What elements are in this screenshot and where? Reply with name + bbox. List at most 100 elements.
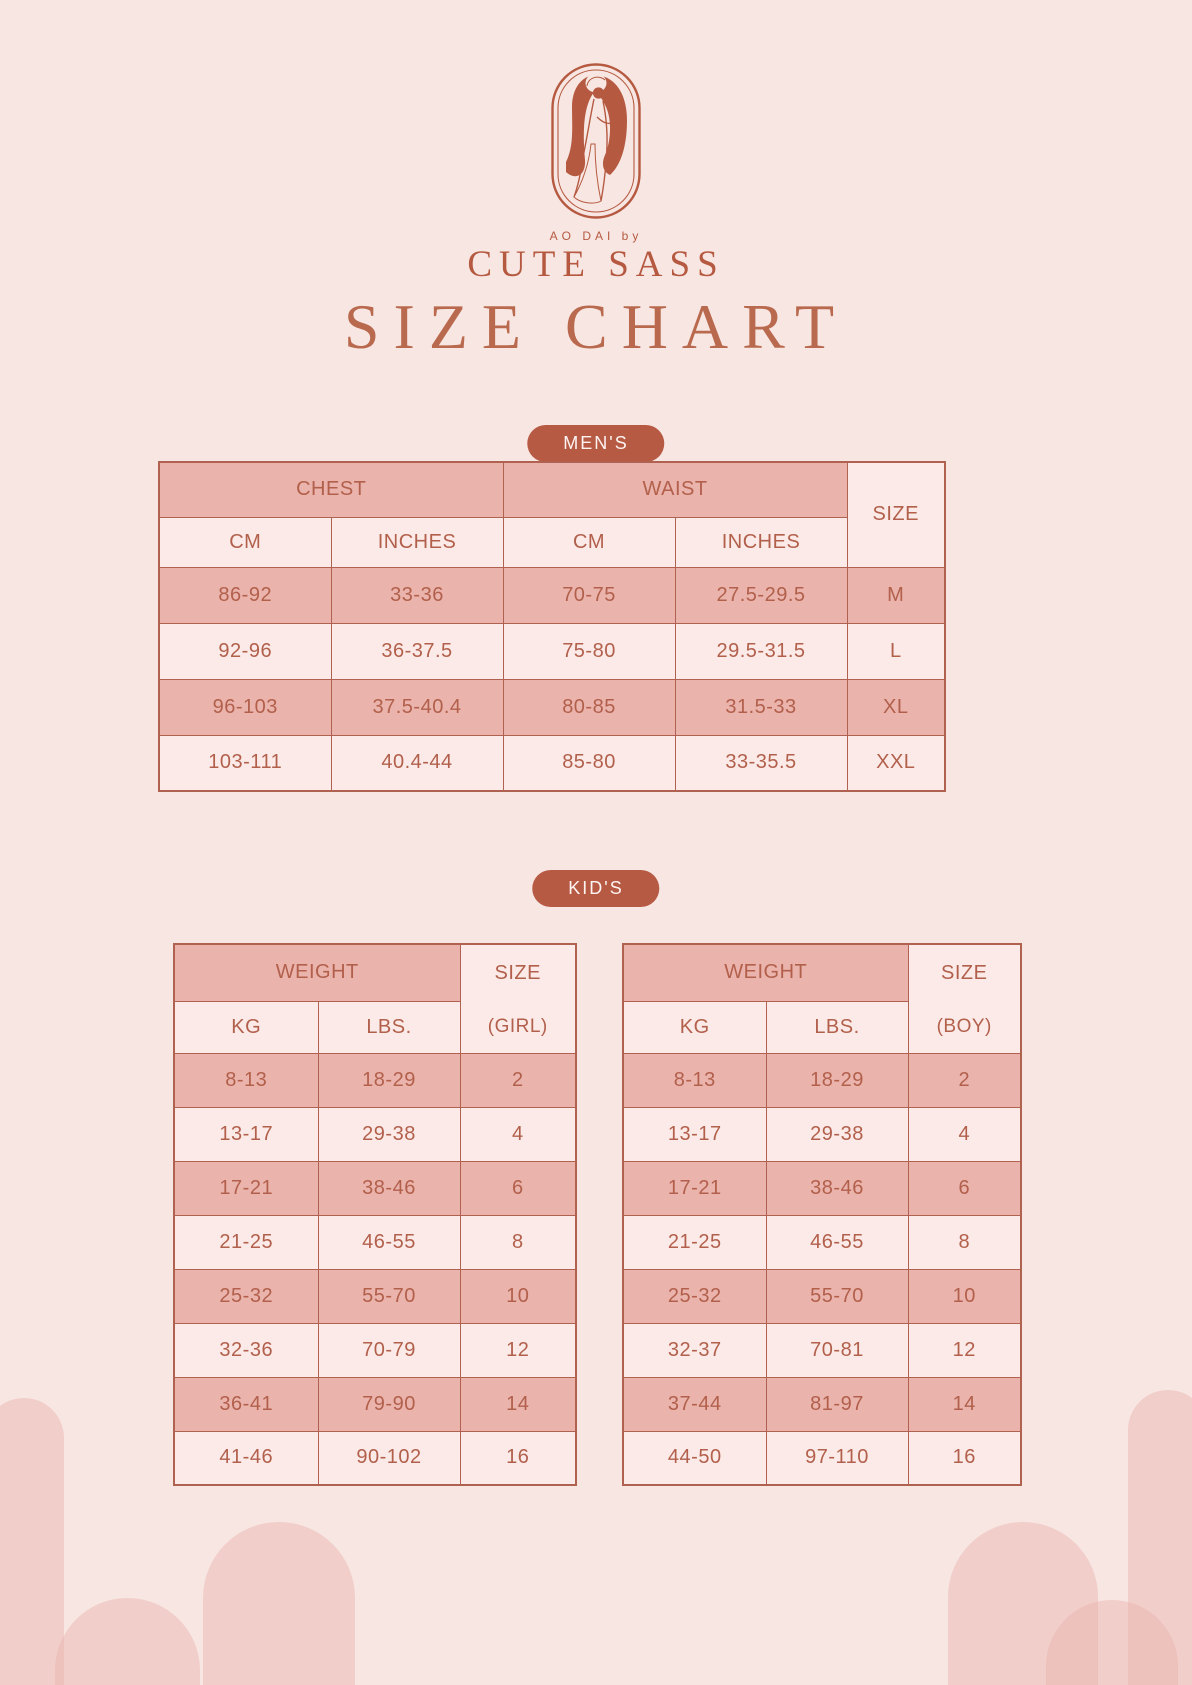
mens-chest-header: CHEST bbox=[158, 461, 504, 518]
arch-decoration bbox=[0, 1398, 64, 1685]
table-cell: 86-92 bbox=[158, 566, 332, 624]
table-cell: 96-103 bbox=[158, 678, 332, 736]
boys-size-header: SIZE (BOY) bbox=[907, 943, 1022, 1054]
arch-decoration bbox=[203, 1522, 355, 1685]
arch-decoration bbox=[55, 1598, 200, 1685]
size-cell: 12 bbox=[907, 1322, 1022, 1378]
table-cell: 13-17 bbox=[173, 1106, 319, 1162]
table-cell: 41-46 bbox=[173, 1430, 319, 1486]
table-cell: 29-38 bbox=[317, 1106, 461, 1162]
size-cell: XXL bbox=[846, 734, 946, 792]
table-cell: 55-70 bbox=[765, 1268, 909, 1324]
table-cell: 18-29 bbox=[765, 1052, 909, 1108]
size-cell: 8 bbox=[459, 1214, 577, 1270]
table-cell: 70-79 bbox=[317, 1322, 461, 1378]
table-cell: 40.4-44 bbox=[330, 734, 504, 792]
girl-label: (GIRL) bbox=[487, 1016, 548, 1038]
table-cell: 33-36 bbox=[330, 566, 504, 624]
table-cell: 36-41 bbox=[173, 1376, 319, 1432]
size-cell: 4 bbox=[459, 1106, 577, 1162]
size-cell: 8 bbox=[907, 1214, 1022, 1270]
table-cell: 27.5-29.5 bbox=[674, 566, 848, 624]
size-label: SIZE bbox=[494, 962, 541, 985]
table-cell: 81-97 bbox=[765, 1376, 909, 1432]
table-cell: 38-46 bbox=[317, 1160, 461, 1216]
girls-kg-header: KG bbox=[173, 1000, 319, 1054]
size-cell: 6 bbox=[459, 1160, 577, 1216]
mens-size-table: CHEST WAIST SIZE CM INCHES CM INCHES 86-… bbox=[158, 461, 947, 792]
table-cell: 32-37 bbox=[622, 1322, 767, 1378]
size-cell: 4 bbox=[907, 1106, 1022, 1162]
table-cell: 55-70 bbox=[317, 1268, 461, 1324]
table-cell: 37.5-40.4 bbox=[330, 678, 504, 736]
table-cell: 25-32 bbox=[173, 1268, 319, 1324]
size-cell: 10 bbox=[459, 1268, 577, 1324]
size-cell: 14 bbox=[907, 1376, 1022, 1432]
girls-size-table: WEIGHT SIZE (GIRL) KG LBS. 8-13 18-29 2 … bbox=[173, 943, 577, 1486]
table-cell: 97-110 bbox=[765, 1430, 909, 1486]
boys-kg-header: KG bbox=[622, 1000, 767, 1054]
size-cell: XL bbox=[846, 678, 946, 736]
mens-size-header: SIZE bbox=[846, 461, 946, 568]
table-cell: 70-75 bbox=[502, 566, 676, 624]
boys-lbs-header: LBS. bbox=[765, 1000, 909, 1054]
size-cell: 2 bbox=[459, 1052, 577, 1108]
brand-logo bbox=[0, 62, 1192, 225]
table-cell: 75-80 bbox=[502, 622, 676, 680]
table-cell: 33-35.5 bbox=[674, 734, 848, 792]
mens-waist-inches-header: INCHES bbox=[674, 516, 848, 568]
table-cell: 29-38 bbox=[765, 1106, 909, 1162]
table-cell: 8-13 bbox=[173, 1052, 319, 1108]
boy-label: (BOY) bbox=[936, 1016, 992, 1038]
girls-size-header: SIZE (GIRL) bbox=[459, 943, 577, 1054]
table-cell: 21-25 bbox=[173, 1214, 319, 1270]
mens-badge: MEN'S bbox=[527, 425, 665, 462]
table-cell: 8-13 bbox=[622, 1052, 767, 1108]
table-cell: 17-21 bbox=[622, 1160, 767, 1216]
table-cell: 37-44 bbox=[622, 1376, 767, 1432]
girls-weight-header: WEIGHT bbox=[173, 943, 461, 1002]
size-cell: 16 bbox=[459, 1430, 577, 1486]
table-cell: 92-96 bbox=[158, 622, 332, 680]
brand-subtitle: AO DAI by bbox=[549, 229, 643, 243]
table-cell: 79-90 bbox=[317, 1376, 461, 1432]
table-cell: 25-32 bbox=[622, 1268, 767, 1324]
mens-chest-cm-header: CM bbox=[158, 516, 332, 568]
size-cell: 12 bbox=[459, 1322, 577, 1378]
ao-dai-woman-icon bbox=[551, 63, 641, 219]
size-cell: M bbox=[846, 566, 946, 624]
boys-weight-header: WEIGHT bbox=[622, 943, 909, 1002]
table-cell: 46-55 bbox=[317, 1214, 461, 1270]
girls-lbs-header: LBS. bbox=[317, 1000, 461, 1054]
size-cell: 6 bbox=[907, 1160, 1022, 1216]
kids-badge: KID'S bbox=[532, 870, 660, 907]
table-cell: 44-50 bbox=[622, 1430, 767, 1486]
table-cell: 38-46 bbox=[765, 1160, 909, 1216]
page-title: SIZE CHART bbox=[343, 291, 849, 362]
mens-waist-header: WAIST bbox=[502, 461, 848, 518]
table-cell: 17-21 bbox=[173, 1160, 319, 1216]
boys-size-table: WEIGHT SIZE (BOY) KG LBS. 8-13 18-29 2 1… bbox=[622, 943, 1022, 1486]
table-cell: 29.5-31.5 bbox=[674, 622, 848, 680]
table-cell: 103-111 bbox=[158, 734, 332, 792]
size-cell: L bbox=[846, 622, 946, 680]
table-cell: 21-25 bbox=[622, 1214, 767, 1270]
table-cell: 85-80 bbox=[502, 734, 676, 792]
table-cell: 32-36 bbox=[173, 1322, 319, 1378]
size-cell: 16 bbox=[907, 1430, 1022, 1486]
size-cell: 10 bbox=[907, 1268, 1022, 1324]
size-cell: 2 bbox=[907, 1052, 1022, 1108]
brand-name: CUTE SASS bbox=[467, 244, 725, 285]
mens-chest-inches-header: INCHES bbox=[330, 516, 504, 568]
table-cell: 18-29 bbox=[317, 1052, 461, 1108]
size-cell: 14 bbox=[459, 1376, 577, 1432]
table-cell: 80-85 bbox=[502, 678, 676, 736]
table-cell: 46-55 bbox=[765, 1214, 909, 1270]
table-cell: 70-81 bbox=[765, 1322, 909, 1378]
table-cell: 13-17 bbox=[622, 1106, 767, 1162]
table-cell: 36-37.5 bbox=[330, 622, 504, 680]
table-cell: 90-102 bbox=[317, 1430, 461, 1486]
size-label: SIZE bbox=[941, 962, 988, 985]
mens-waist-cm-header: CM bbox=[502, 516, 676, 568]
